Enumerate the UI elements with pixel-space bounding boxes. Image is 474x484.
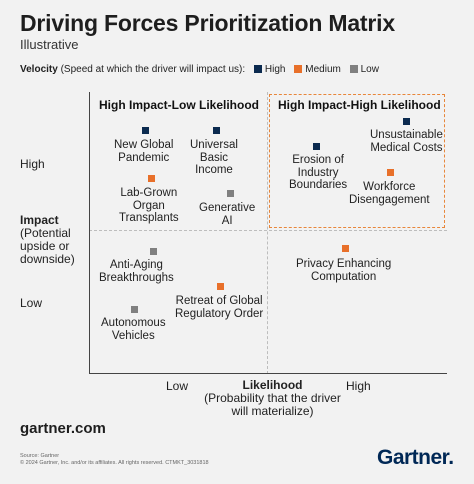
legend-medium-swatch [294, 65, 303, 73]
legend-low-swatch [349, 65, 358, 73]
legend-low-label: Low [360, 64, 379, 75]
x-axis-title: Likelihood (Probability that the driver … [190, 379, 355, 418]
quadrant-label-top-left: High Impact-Low Likelihood [99, 98, 259, 112]
legend-high-swatch [253, 65, 262, 73]
gartner-logo: Gartner. [377, 446, 454, 469]
x-axis-line [89, 373, 447, 374]
y-axis-title: Impact (Potential upside or downside) [20, 214, 82, 266]
y-axis-title-text: Impact [20, 213, 59, 227]
page-title: Driving Forces Prioritization Matrix [20, 10, 395, 36]
y-axis-high-label: High [20, 157, 45, 171]
legend-high-label: High [264, 64, 286, 75]
driver-unsustainable-medical-costs: Unsustainable Medical Costs [370, 129, 443, 154]
marker-new-global-pandemic [142, 127, 149, 134]
y-axis-subtitle: (Potential upside or downside) [20, 226, 75, 266]
prioritization-matrix: High Impact-Low Likelihood High Impact-H… [89, 92, 447, 374]
x-axis-subtitle: (Probability that the driver will materi… [204, 391, 341, 418]
driver-erosion-of-industry-boundaries: Erosion of Industry Boundaries [289, 154, 348, 191]
driver-generative-ai: Generative AI [199, 202, 256, 227]
legend-title: Velocity [20, 64, 58, 75]
x-axis-low-label: Low [166, 379, 189, 393]
marker-generative-ai [227, 190, 234, 197]
driver-autonomous-vehicles: Autonomous Vehicles [101, 317, 166, 342]
driver-universal-basic-income: Universal Basic Income [190, 139, 238, 176]
marker-universal-basic-income [213, 127, 220, 134]
marker-erosion-of-industry-boundaries [313, 143, 320, 150]
x-axis-title-text: Likelihood [242, 378, 303, 392]
quadrant-label-top-right: High Impact-High Likelihood [278, 98, 441, 112]
driver-new-global-pandemic: New Global Pandemic [114, 139, 174, 164]
horizontal-divider [89, 230, 447, 231]
driver-privacy-enhancing-computation: Privacy Enhancing Computation [296, 258, 392, 283]
y-axis-low-label: Low [20, 296, 43, 310]
driver-anti-aging-breakthroughs: Anti-Aging Breakthroughs [99, 259, 174, 284]
x-axis-high-label: High [346, 379, 371, 393]
marker-workforce-disengagement [387, 169, 394, 176]
driver-workforce-disengagement: Workforce Disengagement [349, 181, 430, 206]
marker-privacy-enhancing-computation [342, 245, 349, 252]
vertical-divider [267, 92, 268, 374]
marker-retreat-of-global-regulatory-order [217, 283, 224, 290]
site-link[interactable]: gartner.com [20, 420, 106, 437]
source-note: Source: Gartner © 2024 Gartner, Inc. and… [20, 453, 209, 466]
high-high-highlight-box [269, 94, 445, 228]
driver-retreat-of-global-regulatory-order: Retreat of Global Regulatory Order [175, 295, 264, 320]
legend-description: (Speed at which the driver will impact u… [60, 64, 246, 75]
marker-unsustainable-medical-costs [403, 118, 410, 125]
y-axis-line [89, 92, 90, 374]
legend-medium-label: Medium [305, 64, 341, 75]
page-subtitle: Illustrative [20, 37, 79, 52]
velocity-legend: Velocity (Speed at which the driver will… [20, 64, 379, 75]
marker-lab-grown-organ-transplants [148, 175, 155, 182]
driver-lab-grown-organ-transplants: Lab-Grown Organ Transplants [119, 187, 179, 224]
marker-anti-aging-breakthroughs [150, 248, 157, 255]
marker-autonomous-vehicles [131, 306, 138, 313]
